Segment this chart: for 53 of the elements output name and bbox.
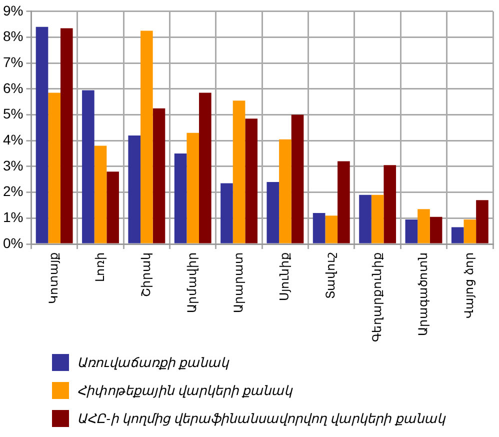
bar: [451, 227, 464, 244]
y-tick-label: 4%: [3, 131, 24, 148]
bar: [140, 30, 153, 244]
bar: [359, 194, 372, 244]
x-tick-label: Կոտայք: [46, 252, 61, 304]
x-tick-label: Շիրակ: [138, 252, 153, 297]
x-tick-label: Սյունիք: [278, 252, 292, 301]
bar: [152, 108, 166, 244]
bar: [266, 182, 280, 244]
bar: [405, 219, 418, 244]
bar: [199, 92, 212, 244]
x-tick-label: Տավուշ: [324, 252, 338, 299]
x-tick-label: Արմավիր: [185, 252, 200, 313]
y-tick-label: 0%: [3, 234, 24, 251]
bar: [94, 146, 107, 244]
bar: [220, 183, 233, 244]
bar: [36, 26, 48, 244]
bar: [325, 216, 338, 244]
bar: [232, 100, 246, 244]
y-tick-label: 2%: [3, 183, 24, 200]
legend-label: Հիփոթեքային վարկերի քանակ: [77, 382, 292, 398]
bar: [291, 114, 304, 244]
bar: [174, 154, 187, 244]
x-tick-label: Արագածոտն: [416, 252, 430, 336]
bar: [418, 209, 430, 244]
bar: [279, 139, 292, 244]
bar: [384, 165, 396, 244]
legend-label: ԱՀԸ-ի կողմից վերաֆինանսավորվող վարկերի քանակ: [77, 410, 445, 426]
bar: [128, 135, 141, 244]
y-tick-label: 9%: [3, 2, 24, 18]
bar: [476, 200, 488, 244]
bar: [430, 216, 442, 244]
bar: [312, 212, 326, 244]
x-tick-label: Լոռի: [92, 252, 107, 282]
bar: [106, 172, 119, 244]
x-tick-label: Արարատ: [231, 252, 246, 313]
bar: [338, 161, 350, 244]
x-tick-label: Գեղարքունիք: [370, 252, 384, 342]
bar: [464, 219, 476, 244]
y-tick-label: 3%: [3, 157, 24, 174]
bar: [245, 118, 258, 244]
y-tick-label: 5%: [3, 106, 24, 122]
bar: [186, 132, 200, 244]
bar: [82, 90, 94, 244]
bar: [60, 28, 73, 244]
bar: [371, 194, 384, 244]
bar: [48, 92, 60, 244]
y-tick-label: 7%: [3, 54, 24, 70]
x-tick-label: Վայոց ձոր: [462, 252, 476, 318]
y-tick-label: 8%: [3, 28, 24, 44]
y-tick-label: 1%: [3, 209, 24, 226]
legend-label: Առուվաճառքի քանակ: [77, 354, 229, 370]
y-tick-label: 6%: [3, 80, 24, 96]
